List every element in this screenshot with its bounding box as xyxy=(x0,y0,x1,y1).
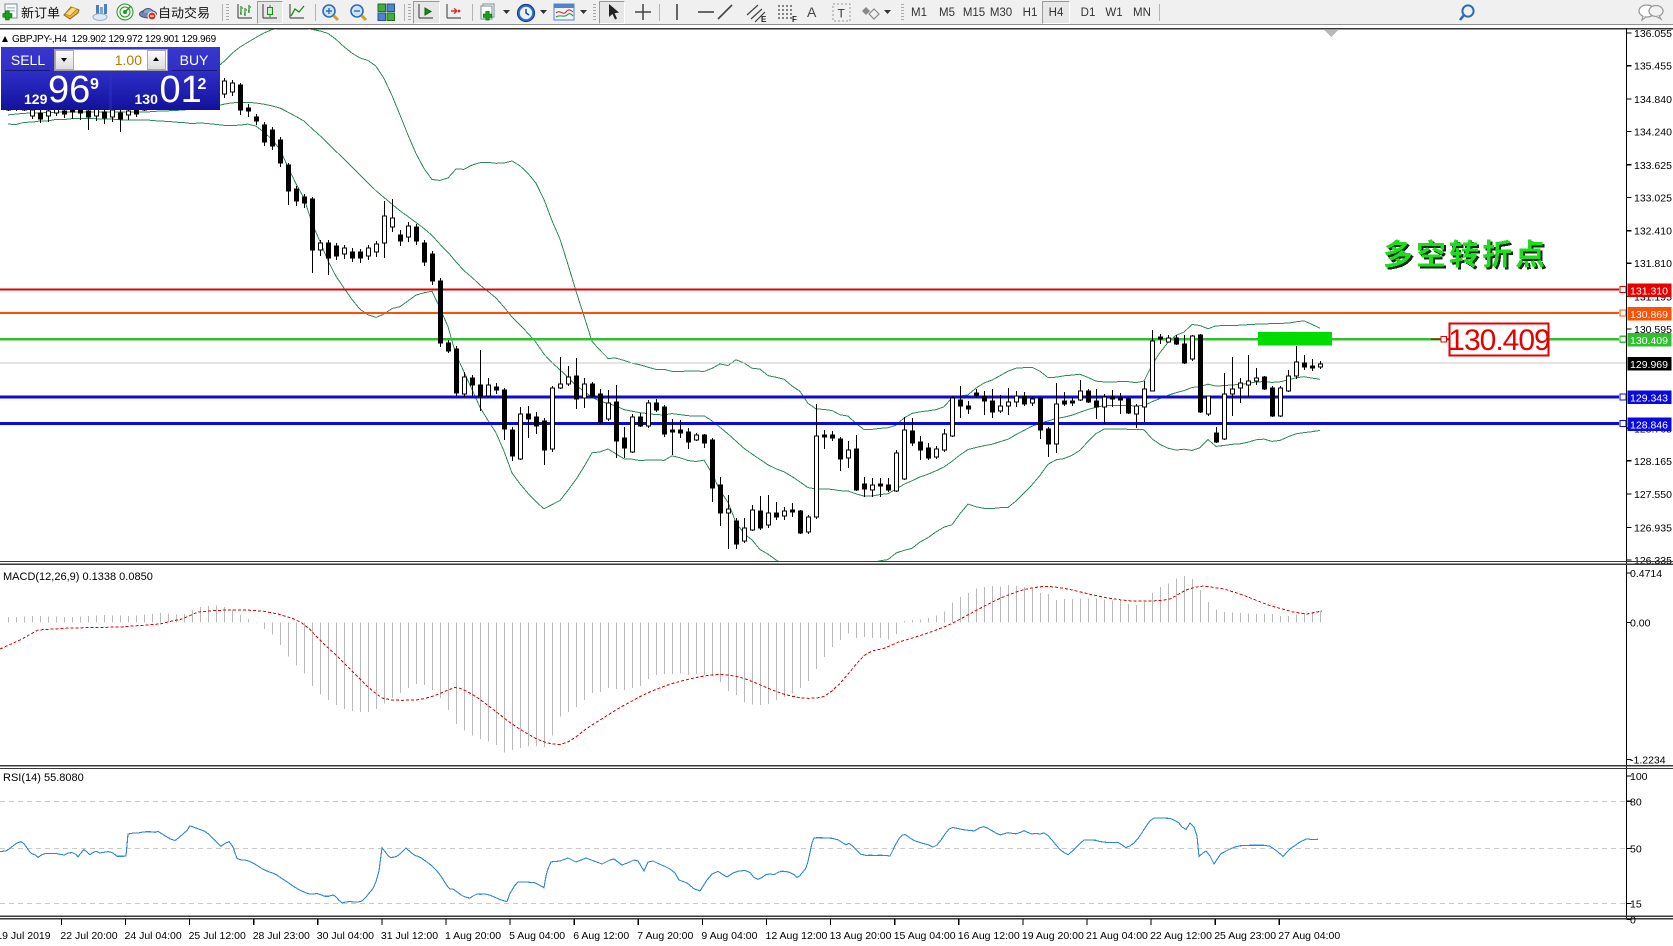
svg-text:50: 50 xyxy=(1630,844,1642,856)
svg-text:25 Aug 23:00: 25 Aug 23:00 xyxy=(1214,930,1276,942)
svg-text:126.935: 126.935 xyxy=(1634,522,1672,534)
svg-text:6 Aug 12:00: 6 Aug 12:00 xyxy=(573,930,629,942)
svg-text:135.455: 135.455 xyxy=(1634,61,1672,73)
svg-text:134.240: 134.240 xyxy=(1634,127,1672,139)
svg-text:131.810: 131.810 xyxy=(1634,258,1672,270)
svg-text:1 Aug 20:00: 1 Aug 20:00 xyxy=(445,930,501,942)
svg-text:0: 0 xyxy=(1630,915,1636,927)
svg-text:136.055: 136.055 xyxy=(1634,28,1672,40)
svg-text:24 Jul 04:00: 24 Jul 04:00 xyxy=(125,930,182,942)
svg-text:16 Aug 12:00: 16 Aug 12:00 xyxy=(958,930,1020,942)
svg-text:0.4714: 0.4714 xyxy=(1630,568,1662,580)
svg-text:129.343: 129.343 xyxy=(1630,392,1668,404)
svg-text:127.550: 127.550 xyxy=(1634,489,1672,501)
svg-text:F: F xyxy=(792,15,797,23)
svg-text:130.409: 130.409 xyxy=(1630,335,1668,347)
svg-text:129.969: 129.969 xyxy=(1630,359,1668,371)
svg-text:9 Aug 04:00: 9 Aug 04:00 xyxy=(701,930,757,942)
svg-text:15: 15 xyxy=(1630,899,1642,911)
svg-text:133.025: 133.025 xyxy=(1634,192,1672,204)
svg-text:MACD(12,26,9) 0.1338 0.0850: MACD(12,26,9) 0.1338 0.0850 xyxy=(3,571,153,583)
svg-text:30 Jul 04:00: 30 Jul 04:00 xyxy=(317,930,374,942)
svg-text:132.410: 132.410 xyxy=(1634,226,1672,238)
svg-text:12 Aug 12:00: 12 Aug 12:00 xyxy=(766,930,828,942)
svg-text:RSI(14) 55.8080: RSI(14) 55.8080 xyxy=(3,772,84,784)
svg-text:28 Jul 23:00: 28 Jul 23:00 xyxy=(253,930,310,942)
svg-text:22 Jul 20:00: 22 Jul 20:00 xyxy=(60,930,117,942)
svg-text:15 Aug 04:00: 15 Aug 04:00 xyxy=(894,930,956,942)
svg-text:19 Jul 2019: 19 Jul 2019 xyxy=(0,930,51,942)
svg-text:131.310: 131.310 xyxy=(1630,285,1668,297)
svg-text:80: 80 xyxy=(1630,796,1642,808)
svg-text:22 Aug 12:00: 22 Aug 12:00 xyxy=(1150,930,1212,942)
svg-text:130.869: 130.869 xyxy=(1630,309,1668,321)
svg-text:128.846: 128.846 xyxy=(1630,419,1668,431)
svg-text:128.165: 128.165 xyxy=(1634,456,1672,468)
svg-text:T: T xyxy=(838,7,846,21)
svg-text:130.409: 130.409 xyxy=(1448,324,1550,357)
svg-text:7 Aug 20:00: 7 Aug 20:00 xyxy=(637,930,693,942)
svg-text:100: 100 xyxy=(1630,771,1648,783)
svg-text:13 Aug 20:00: 13 Aug 20:00 xyxy=(830,930,892,942)
svg-text:19 Aug 20:00: 19 Aug 20:00 xyxy=(1022,930,1084,942)
svg-text:31 Jul 12:00: 31 Jul 12:00 xyxy=(381,930,438,942)
svg-text:21 Aug 04:00: 21 Aug 04:00 xyxy=(1086,930,1148,942)
svg-text:134.840: 134.840 xyxy=(1634,94,1672,106)
svg-text:133.625: 133.625 xyxy=(1634,160,1672,172)
svg-text:0.00: 0.00 xyxy=(1630,617,1651,629)
svg-text:E: E xyxy=(761,15,767,23)
svg-text:27 Aug 04:00: 27 Aug 04:00 xyxy=(1278,930,1340,942)
svg-text:25 Jul 12:00: 25 Jul 12:00 xyxy=(189,930,246,942)
svg-text:5 Aug 04:00: 5 Aug 04:00 xyxy=(509,930,565,942)
svg-text:-1.2234: -1.2234 xyxy=(1630,755,1666,767)
